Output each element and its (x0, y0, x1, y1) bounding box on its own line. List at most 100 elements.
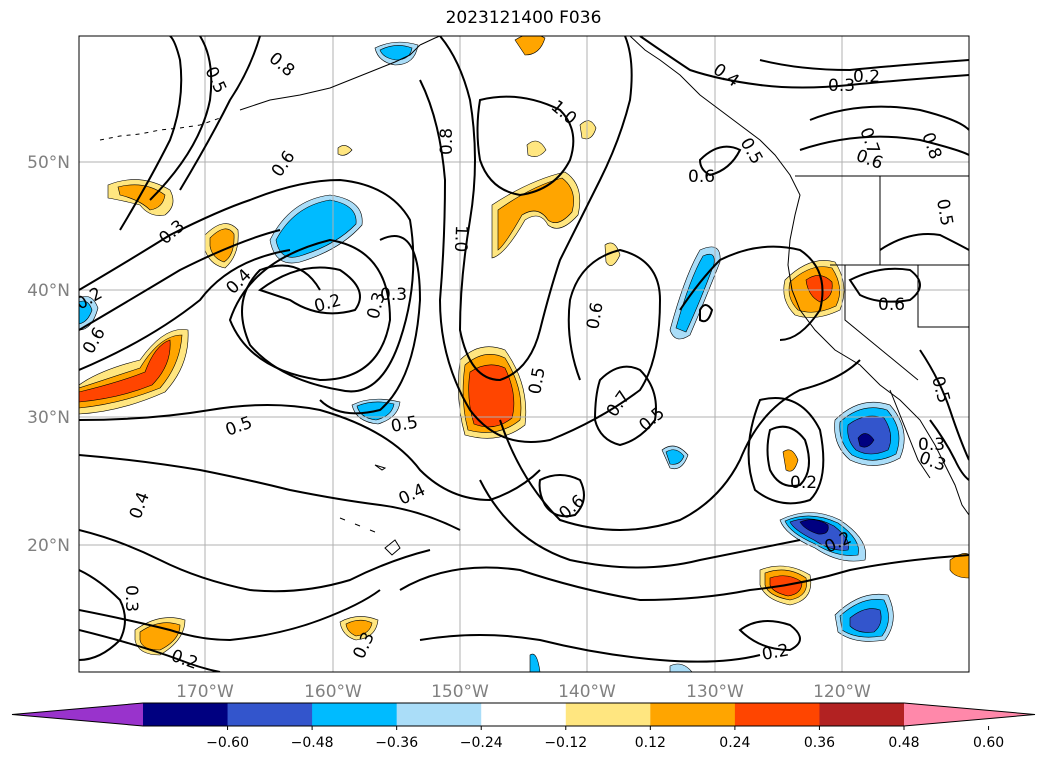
contour-line (538, 474, 585, 518)
contour-label: 0.3 (380, 285, 407, 305)
contour-line (799, 135, 969, 156)
anomaly-shading (79, 36, 969, 672)
colorbar-swatch (481, 703, 567, 726)
shade-negative (849, 608, 882, 633)
shade-positive (782, 449, 799, 472)
colorbar-outline (11, 702, 1036, 727)
coastline-alaska (419, 36, 969, 516)
contour-line (747, 397, 825, 505)
lon-label: 170°W (176, 682, 234, 702)
contour-line (499, 359, 861, 531)
contour-line (119, 36, 183, 231)
colorbar-tick-label: 0.60 (973, 735, 1004, 751)
coastline-aleutians (239, 44, 421, 111)
lon-label: 140°W (558, 682, 616, 702)
contour-line (848, 267, 921, 303)
contour-line (79, 249, 291, 371)
contour-line (766, 425, 810, 487)
coastline-aleutians-west (99, 117, 221, 141)
shade-negative (379, 45, 413, 61)
shade-positive (526, 140, 547, 157)
colorbar-swatch (734, 703, 820, 726)
contour-line (699, 304, 714, 323)
lat-label: 40°N (27, 281, 70, 301)
contour-line (257, 266, 361, 315)
colorbar-swatch (565, 703, 651, 726)
contour-label: 0.3 (121, 585, 141, 612)
contour-label: 0.3 (918, 435, 945, 455)
contour-line (79, 529, 431, 593)
contour-label: 0.5 (525, 366, 549, 396)
lon-labels: 170°W 160°W 150°W 140°W 130°W 120°W (176, 682, 871, 702)
contour-line (179, 36, 261, 191)
shade-negative (665, 449, 685, 465)
contour-label: 0.6 (583, 301, 607, 331)
lon-label: 160°W (304, 682, 362, 702)
shade-positive (604, 242, 621, 266)
shade-positive (514, 36, 546, 56)
border-states (830, 176, 969, 381)
shade-positive (337, 145, 353, 156)
contour-line (476, 95, 575, 197)
contour-label: 1.0 (450, 225, 471, 253)
contour-line (759, 59, 969, 72)
shade-positive (79, 339, 171, 403)
coastlines (99, 36, 969, 556)
colorbar-tick-label: 0.12 (635, 735, 666, 751)
coastline-hawaii (339, 464, 401, 556)
plot-frame (78, 35, 970, 673)
contour-line (698, 145, 742, 177)
colorbar-tick-label: −0.24 (460, 735, 503, 751)
shade-negative (669, 663, 693, 672)
contour-line (79, 569, 126, 661)
shade-positive (345, 619, 373, 637)
contour-line (439, 36, 633, 382)
colorbar-tick-label: −0.60 (206, 735, 249, 751)
contour-label: 0.2 (790, 473, 817, 493)
contour-line (679, 245, 824, 341)
shade-positive (117, 184, 166, 211)
colorbar: −0.60 −0.48 −0.36 −0.24 −0.12 0.12 0.24 0.36 0.4… (11, 702, 1036, 751)
contour-label: 0.8 (437, 128, 457, 155)
colorbar-extend-high (904, 703, 1035, 726)
lat-label: 20°N (27, 536, 70, 556)
colorbar-swatch (819, 703, 905, 726)
contour-line (419, 634, 761, 663)
lon-label: 150°W (431, 682, 489, 702)
contour-line (79, 178, 415, 393)
contour-label: 0.6 (688, 167, 715, 187)
map-title: 2023121400 F036 (445, 8, 602, 28)
lat-label: 30°N (27, 408, 70, 428)
shade-negative (857, 433, 875, 448)
contour-label: 0.5 (932, 197, 956, 227)
contour-line (79, 454, 461, 531)
contour-line (319, 235, 422, 415)
contour-label: 0.3 (828, 76, 855, 96)
contour-line (929, 419, 969, 481)
colorbar-swatch (396, 703, 482, 726)
lon-label: 120°W (813, 682, 871, 702)
colorbar-swatch (312, 703, 398, 726)
contour-line (149, 36, 213, 201)
contour-label: 0.2 (760, 641, 790, 665)
contours (79, 36, 969, 672)
shade-positive (579, 120, 597, 140)
contour-line (639, 36, 969, 89)
shade-negative (675, 253, 715, 333)
colorbar-swatch (143, 703, 229, 726)
contour-line (479, 479, 801, 569)
colorbar-tick-label: −0.36 (375, 735, 418, 751)
contour-line (809, 105, 969, 131)
contour-line (738, 620, 801, 652)
contour-line (79, 404, 541, 502)
contour-line (919, 349, 969, 461)
colorbar-tick-label: 0.36 (804, 735, 835, 751)
colorbar-tick-label: −0.12 (544, 735, 587, 751)
lon-label: 130°W (686, 682, 744, 702)
contour-label: 0.6 (878, 295, 905, 315)
lat-labels: 50°N 40°N 30°N 20°N (27, 153, 70, 556)
contour-line (879, 233, 969, 251)
shade-negative (799, 519, 829, 535)
contour-line (79, 589, 381, 642)
